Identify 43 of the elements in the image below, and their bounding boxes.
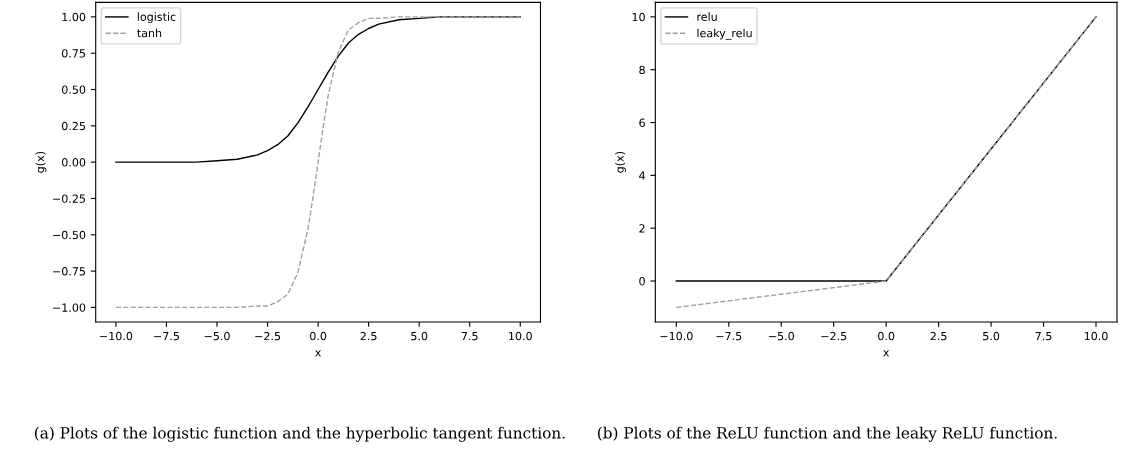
y-tick-label: 4 <box>639 171 645 180</box>
x-tick-label: −2.5 <box>255 331 281 341</box>
y-tick-label: 8 <box>639 65 645 75</box>
x-tick-label: −5.0 <box>768 331 794 341</box>
x-tick-label: −10.0 <box>100 331 133 341</box>
legend-label: tanh <box>137 28 162 38</box>
x-tick-label: 5.0 <box>411 331 428 341</box>
x-tick-label: 10.0 <box>509 331 532 341</box>
y-tick-label: 0.25 <box>61 121 86 131</box>
y-tick-label: −1.00 <box>53 303 86 312</box>
x-tick-label: 2.5 <box>360 331 377 341</box>
x-tick-label: −7.5 <box>154 332 179 341</box>
legend-label: logistic <box>137 12 176 24</box>
x-tick-label: −7.5 <box>716 332 742 341</box>
x-tick-label: −2.5 <box>821 331 847 341</box>
text: (a) Plots of the logistic function and the hyperbolic tangent function. <box>34 426 565 442</box>
x-tick-label: 5.0 <box>983 331 1000 341</box>
y-tick-label: −0.75 <box>53 267 86 276</box>
x-tick-label: 10.0 <box>1084 331 1108 341</box>
legend-label: leaky_relu <box>697 28 752 40</box>
x-tick-label: 0.0 <box>878 331 895 341</box>
y-tick-label: −0.50 <box>53 230 86 240</box>
y-tick-label: 0.00 <box>61 158 86 167</box>
y-tick-label: 0.50 <box>61 85 86 94</box>
y-axis-title: g(x) <box>35 151 47 173</box>
x-tick-label: 7.5 <box>1035 332 1052 341</box>
y-tick-label: 1.00 <box>62 12 86 22</box>
x-tick-label: 0.0 <box>309 331 327 341</box>
y-tick-label: 2 <box>639 224 645 233</box>
x-tick-label: −10.0 <box>660 331 693 341</box>
text: (b) Plots of the ReLU function and the leaky ReLU function. <box>597 426 1057 442</box>
y-tick-label: 0.75 <box>61 49 86 58</box>
y-axis-title: g(x) <box>615 151 626 173</box>
y-tick-label: 0 <box>639 276 645 286</box>
x-axis-title: x <box>315 350 322 357</box>
legend-label: relu <box>697 12 717 21</box>
y-tick-label: 6 <box>639 118 645 127</box>
x-axis-title: x <box>883 350 890 357</box>
y-tick-label: −0.25 <box>53 194 86 203</box>
x-tick-label: 2.5 <box>930 331 947 341</box>
y-tick-label: 10 <box>632 12 645 22</box>
x-tick-label: 7.5 <box>461 332 478 341</box>
x-tick-label: −5.0 <box>204 331 230 341</box>
